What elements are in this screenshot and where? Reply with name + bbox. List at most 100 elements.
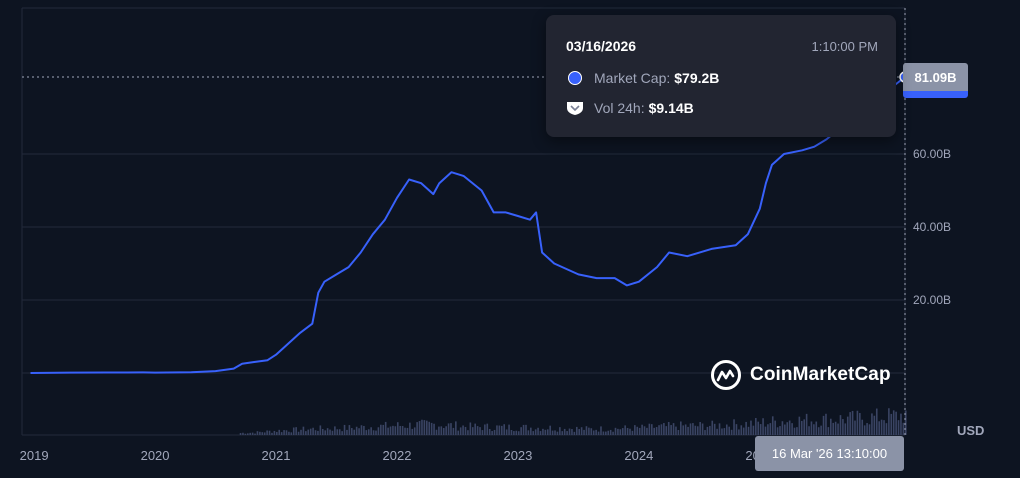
volume-bar bbox=[462, 425, 464, 435]
volume-bar bbox=[830, 418, 832, 435]
volume-shield-icon bbox=[567, 102, 583, 115]
coinmarketcap-logo-icon bbox=[711, 360, 741, 390]
volume-bar bbox=[515, 430, 518, 435]
volume-bar bbox=[609, 429, 612, 435]
volume-bar bbox=[563, 428, 566, 435]
volume-bar bbox=[321, 428, 324, 435]
volume-bar bbox=[704, 430, 706, 435]
volume-bar bbox=[450, 423, 452, 435]
tooltip-time: 1:10:00 PM bbox=[811, 38, 879, 54]
volume-bar bbox=[619, 429, 622, 435]
volume-bar bbox=[692, 423, 694, 435]
volume-bar bbox=[631, 430, 634, 435]
volume-bar bbox=[428, 421, 431, 435]
volume-bar bbox=[634, 425, 636, 435]
volume-bar bbox=[416, 422, 418, 435]
volume-bar bbox=[522, 424, 525, 435]
volume-bar bbox=[319, 425, 322, 435]
x-axis-ticks: 2019202020212022202320242025 bbox=[20, 448, 775, 463]
volume-bar bbox=[590, 428, 593, 435]
volume-bar bbox=[684, 424, 687, 435]
volume-bar bbox=[469, 422, 472, 435]
volume-bar bbox=[854, 420, 856, 435]
volume-bar bbox=[786, 422, 789, 435]
volume-bar bbox=[902, 422, 905, 435]
volume-bar bbox=[856, 410, 859, 435]
volume-bar bbox=[733, 419, 735, 435]
volume-bar bbox=[530, 427, 532, 435]
volume-bar bbox=[370, 427, 372, 435]
volume-bar bbox=[680, 421, 682, 435]
volume-bar bbox=[401, 426, 404, 435]
volume-bar bbox=[537, 427, 539, 435]
volume-bar bbox=[709, 425, 711, 435]
volume-bar bbox=[822, 415, 825, 435]
volume-bar bbox=[820, 425, 822, 435]
volume-bar bbox=[297, 431, 300, 435]
tooltip-market-cap-label: Market Cap: bbox=[594, 70, 671, 86]
volume-bar bbox=[532, 431, 535, 435]
volume-bar bbox=[484, 424, 486, 435]
volume-bar bbox=[667, 421, 670, 435]
volume-bar bbox=[769, 423, 772, 435]
volume-bar bbox=[331, 430, 334, 435]
volume-bar bbox=[750, 420, 752, 435]
volume-bar bbox=[399, 425, 401, 435]
volume-bar bbox=[447, 423, 450, 435]
volume-bar bbox=[888, 408, 890, 435]
volume-bar bbox=[445, 426, 447, 435]
volume-bar bbox=[665, 426, 668, 435]
volume-bar bbox=[263, 432, 266, 435]
volume-bar bbox=[588, 427, 590, 435]
volume-bar bbox=[663, 423, 665, 435]
volume-bar bbox=[486, 423, 489, 435]
volume-bar bbox=[723, 428, 726, 435]
volume-bar bbox=[508, 424, 510, 435]
volume-bar bbox=[324, 430, 326, 435]
volume-bar bbox=[464, 426, 467, 435]
volume-bar bbox=[706, 426, 709, 435]
volume-bar bbox=[716, 428, 718, 435]
volume-bar bbox=[905, 410, 907, 435]
volume-bar bbox=[295, 427, 297, 435]
volume-bar bbox=[597, 431, 600, 435]
volume-bar bbox=[868, 424, 871, 435]
volume-bar bbox=[825, 413, 827, 435]
volume-bar bbox=[793, 427, 796, 435]
volume-bar bbox=[764, 426, 767, 435]
tooltip-vol-label: Vol 24h: bbox=[594, 100, 645, 116]
volume-bar bbox=[747, 426, 750, 435]
volume-bar bbox=[559, 427, 561, 435]
volume-bar bbox=[861, 419, 864, 435]
volume-bar bbox=[791, 423, 793, 435]
volume-bar bbox=[251, 432, 254, 435]
volume-bar bbox=[307, 429, 310, 435]
volume-bar bbox=[380, 424, 382, 435]
volume-bar bbox=[890, 413, 893, 435]
volume-bar bbox=[396, 422, 399, 435]
volume-bar bbox=[394, 426, 397, 435]
market-cap-dot-icon bbox=[568, 71, 582, 85]
volume-bar bbox=[875, 408, 878, 435]
volume-bar bbox=[682, 425, 685, 435]
volume-bar bbox=[290, 432, 293, 435]
volume-bar bbox=[372, 430, 375, 435]
volume-bar bbox=[285, 430, 288, 435]
volume-bar bbox=[900, 413, 902, 435]
volume-bar bbox=[242, 432, 244, 435]
volume-bar bbox=[539, 431, 542, 435]
x-tick-label: 2024 bbox=[624, 448, 653, 463]
volume-bar bbox=[859, 413, 861, 435]
volume-bar bbox=[735, 424, 738, 435]
volume-bar bbox=[246, 433, 249, 435]
volume-bar bbox=[653, 427, 656, 435]
volume-bar bbox=[844, 423, 847, 435]
volume-bar bbox=[895, 411, 897, 435]
volume-bar bbox=[846, 416, 849, 435]
volume-bar bbox=[421, 419, 423, 435]
volume-bar bbox=[239, 432, 242, 435]
volume-bar bbox=[476, 426, 479, 435]
volume-bar bbox=[498, 425, 501, 435]
volume-bar bbox=[389, 426, 392, 435]
volume-bar bbox=[517, 431, 520, 435]
